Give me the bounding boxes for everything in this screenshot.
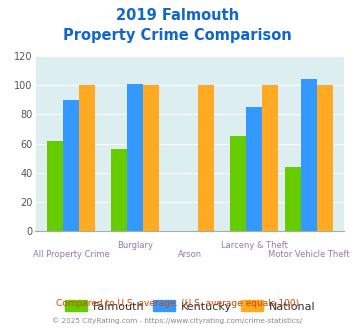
- Text: All Property Crime: All Property Crime: [33, 250, 109, 259]
- Text: Larceny & Theft: Larceny & Theft: [221, 241, 288, 250]
- Bar: [285, 167, 301, 231]
- Bar: [111, 149, 127, 231]
- Bar: [79, 85, 95, 231]
- Text: Property Crime Comparison: Property Crime Comparison: [63, 28, 292, 43]
- Bar: [230, 136, 246, 231]
- Bar: [63, 100, 79, 231]
- Text: Arson: Arson: [178, 250, 202, 259]
- Bar: [127, 84, 143, 231]
- Text: Burglary: Burglary: [117, 241, 153, 250]
- Text: Compared to U.S. average. (U.S. average equals 100): Compared to U.S. average. (U.S. average …: [56, 299, 299, 308]
- Bar: [301, 80, 317, 231]
- Bar: [317, 85, 333, 231]
- Text: © 2025 CityRating.com - https://www.cityrating.com/crime-statistics/: © 2025 CityRating.com - https://www.city…: [53, 317, 302, 324]
- Bar: [143, 85, 159, 231]
- Bar: [198, 85, 214, 231]
- Text: Motor Vehicle Theft: Motor Vehicle Theft: [268, 250, 350, 259]
- Bar: [47, 141, 63, 231]
- Legend: Falmouth, Kentucky, National: Falmouth, Kentucky, National: [60, 296, 320, 316]
- Bar: [246, 107, 262, 231]
- Bar: [262, 85, 278, 231]
- Text: 2019 Falmouth: 2019 Falmouth: [116, 8, 239, 23]
